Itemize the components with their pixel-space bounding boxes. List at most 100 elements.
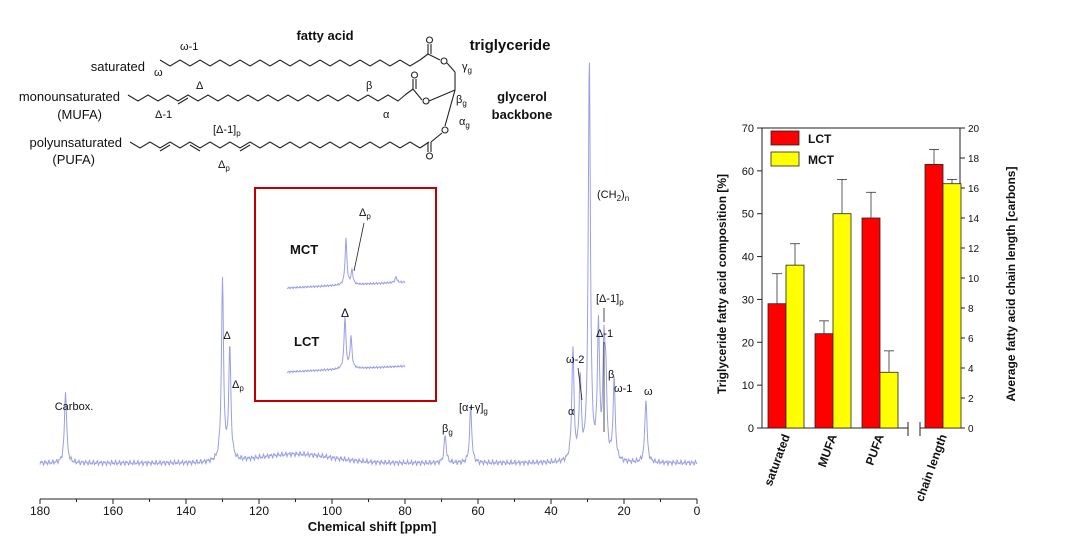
peak-label-delta: Δ: [223, 330, 231, 342]
bar-y2-tick-label: 2: [968, 394, 974, 405]
bar-y-tick-label: 70: [742, 123, 754, 135]
spectrum-x-ticks: 180 160 140 120 100 80 60 40 20 0: [30, 499, 701, 518]
bar-mct-3: [942, 183, 962, 429]
inset-lct-label: LCT: [294, 334, 319, 349]
peak-label-delta-p: Δp: [232, 379, 244, 393]
spectrum-x-tick-label: 140: [176, 504, 196, 518]
spectrum-x-tick-label: 60: [471, 504, 485, 518]
delta-p-label: Δp: [218, 159, 230, 173]
bar-category-label: saturated: [761, 432, 793, 488]
alpha-g-label: αg: [459, 116, 470, 130]
bar-y-tick-label: 0: [748, 423, 754, 435]
nmr-spectrum-chart: 180 160 140 120 100 80 60 40 20 0 Chemical shift …: [30, 62, 701, 534]
bar-mct-2: [879, 371, 899, 429]
spectrum-x-tick-label: 180: [30, 504, 50, 518]
bar-y-tick-label: 20: [742, 337, 754, 349]
inset-frame: [254, 187, 437, 402]
inset-lct-trace: [286, 316, 406, 374]
axis-break-mask: [908, 420, 920, 436]
alpha-label: α: [383, 109, 390, 121]
peak-label-omega-1: ω-1: [614, 383, 632, 395]
legend-swatch-lct: [770, 130, 800, 146]
bar-chart-bars: [767, 149, 962, 429]
spectrum-x-tick-label: 40: [544, 504, 558, 518]
beta-g-label: βg: [456, 94, 467, 108]
row-mufa-sub: (MUFA): [57, 107, 102, 122]
bar-chart: 0 10 20 30 40 50 60 70 0 2 4 6 8 10 12 14 16 18 20 saturate…: [715, 123, 1018, 503]
bar-lct-0: [767, 303, 787, 429]
bar-y2-tick-label: 6: [968, 334, 974, 345]
inset-delta-p-leader: [353, 222, 365, 272]
bar-mct-0: [785, 264, 805, 429]
peak-label-beta-g: βg: [442, 423, 453, 437]
peak-label-beta: β: [608, 369, 614, 381]
bar-y2-tick-label: 20: [968, 124, 980, 135]
bar-y2-tick-label: 8: [968, 304, 974, 315]
omega-label: ω: [154, 67, 163, 79]
row-saturated-label: saturated: [91, 59, 145, 74]
bar-y-tick-label: 40: [742, 252, 754, 264]
ester-groups: [404, 36, 456, 160]
backbone-label: backbone: [492, 107, 553, 122]
bar-y-tick-label: 30: [742, 294, 754, 306]
inset-mct-trace: [286, 237, 406, 290]
spectrum-x-tick-label: 120: [249, 504, 269, 518]
row-pufa-label: polyunsaturated: [29, 135, 122, 150]
bar-y2-tick-label: 12: [968, 244, 980, 255]
peak-label-ch2n: (CH2)n: [597, 189, 629, 203]
gamma-g-label: γg: [462, 61, 472, 75]
peak-label-omega: ω: [644, 386, 653, 398]
delta-minus-1-label: Δ-1: [155, 109, 172, 121]
bar-y2-tick-label: 16: [968, 184, 980, 195]
spectrum-x-tick-label: 0: [694, 504, 701, 518]
bar-mct-1: [832, 213, 852, 429]
row-pufa-sub: (PUFA): [52, 152, 95, 167]
bar-y2-tick-label: 4: [968, 364, 974, 375]
legend-label-mct: MCT: [808, 153, 835, 167]
peak-label-alpha-gamma-g: [α+γ]g: [459, 402, 488, 416]
bar-lct-1: [814, 333, 834, 429]
spectrum-x-tick-label: 20: [617, 504, 631, 518]
bar-category-label: chain length: [912, 432, 949, 503]
bar-y-tick-label: 50: [742, 209, 754, 221]
inset-delta-label: Δ: [341, 306, 349, 320]
glycerol-label: glycerol: [497, 89, 547, 104]
delta-label: Δ: [196, 80, 204, 92]
spectrum-x-tick-label: 160: [103, 504, 123, 518]
spectrum-x-tick-label: 100: [322, 504, 342, 518]
row-mufa-label: monounsaturated: [19, 89, 120, 104]
bar-y2-tick-label: 10: [968, 274, 980, 285]
saturated-chain: [159, 59, 421, 67]
peak-label-omega-2: ω-2: [566, 354, 584, 366]
pufa-double-bond-2: [189, 144, 201, 152]
peak-label-delta-1-p: [Δ-1]p: [596, 293, 624, 307]
triglyceride-label: triglyceride: [470, 37, 551, 54]
delta-minus-1-p-label: [Δ-1]p: [213, 124, 241, 138]
pufa-chain: [129, 141, 421, 149]
spectrum-x-axis-label: Chemical shift [ppm]: [308, 519, 437, 534]
bar-y2-tick-label: 0: [968, 424, 974, 435]
triglyceride-structure: fatty acid triglyceride glycerol backbon…: [19, 28, 553, 173]
fatty-acid-label: fatty acid: [296, 28, 353, 43]
legend-label-lct: LCT: [808, 132, 832, 146]
bar-category-label: PUFA: [863, 432, 887, 467]
bar-lct-2: [861, 217, 881, 429]
bar-category-label: MUFA: [815, 432, 840, 469]
bar-y2-tick-label: 14: [968, 214, 980, 225]
legend-swatch-mct: [770, 151, 800, 167]
peak-label-alpha: α: [568, 406, 575, 418]
spectrum-line: [39, 62, 698, 468]
inset-delta-p-label: Δp: [359, 207, 371, 221]
omega-2-leader: [577, 367, 583, 401]
bar-y2-tick-label: 18: [968, 154, 980, 165]
bar-y-tick-label: 10: [742, 380, 754, 392]
peak-label-carbox: Carbox.: [55, 401, 94, 413]
inset-mct-label: MCT: [290, 242, 318, 257]
bar-y-axis-label: Triglyceride fatty acid composition [%]: [715, 174, 729, 394]
bar-y2-axis-label: Average fatty acid chain length [carbons…: [1004, 167, 1018, 402]
mufa-chain: [127, 94, 406, 102]
peak-label-delta-1: Δ-1: [596, 328, 613, 340]
pufa-double-bond-1: [159, 144, 171, 152]
mufa-double-bond: [177, 97, 189, 105]
